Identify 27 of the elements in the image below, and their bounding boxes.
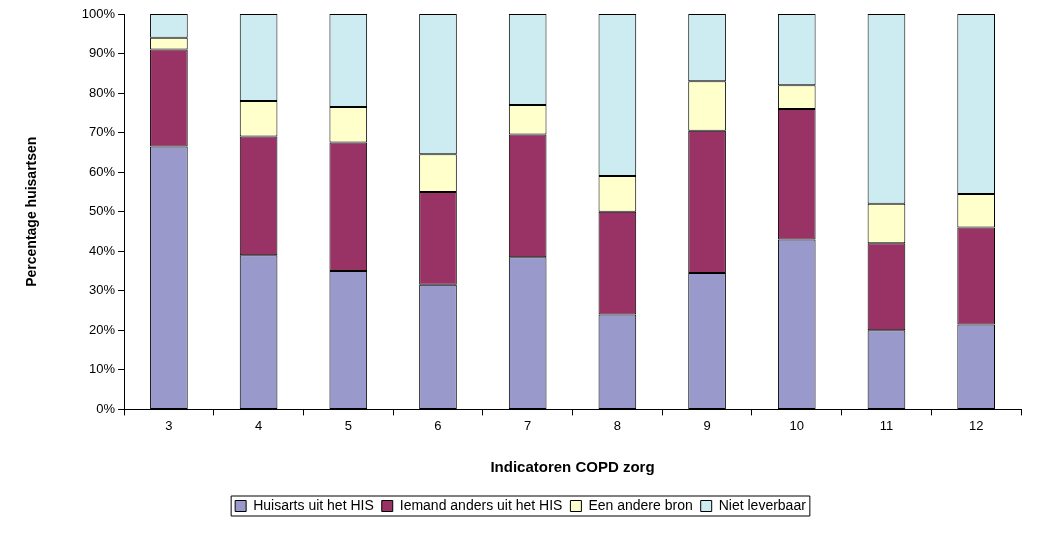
x-tick-label: 3 [165, 417, 173, 433]
legend-label: Niet leverbaar [718, 496, 807, 513]
x-tick-label: 12 [968, 417, 984, 433]
x-tick-label: 7 [524, 417, 532, 433]
y-tick-label: 30% [89, 282, 116, 298]
legend-label: Huisarts uit het HIS [253, 496, 374, 513]
x-axis-title: Indicatoren COPD zorg [490, 458, 655, 476]
x-tick-label: 8 [613, 417, 621, 433]
y-tick-label: 60% [89, 163, 116, 179]
x-tick-label: 9 [703, 417, 711, 433]
y-tick-label: 100% [81, 5, 116, 21]
y-tick-label: 70% [89, 124, 116, 140]
x-tick-label: 4 [254, 417, 263, 433]
x-tick-label: 10 [789, 417, 804, 433]
x-tick-label: 6 [434, 417, 442, 433]
y-tick-label: 50% [89, 203, 116, 219]
y-tick-label: 40% [89, 242, 116, 258]
y-tick-label: 10% [89, 361, 116, 377]
y-axis-title: Percentage huisartsen [23, 136, 40, 287]
y-tick-label: 0% [96, 400, 116, 416]
y-tick-label: 80% [89, 84, 116, 100]
y-tick-label: 90% [89, 45, 116, 61]
y-tick-label: 20% [89, 321, 116, 337]
x-tick-label: 11 [879, 417, 894, 433]
legend-label: Iemand anders uit het HIS [399, 496, 563, 513]
legend-label: Een andere bron [588, 496, 693, 513]
x-tick-label: 5 [344, 417, 352, 433]
